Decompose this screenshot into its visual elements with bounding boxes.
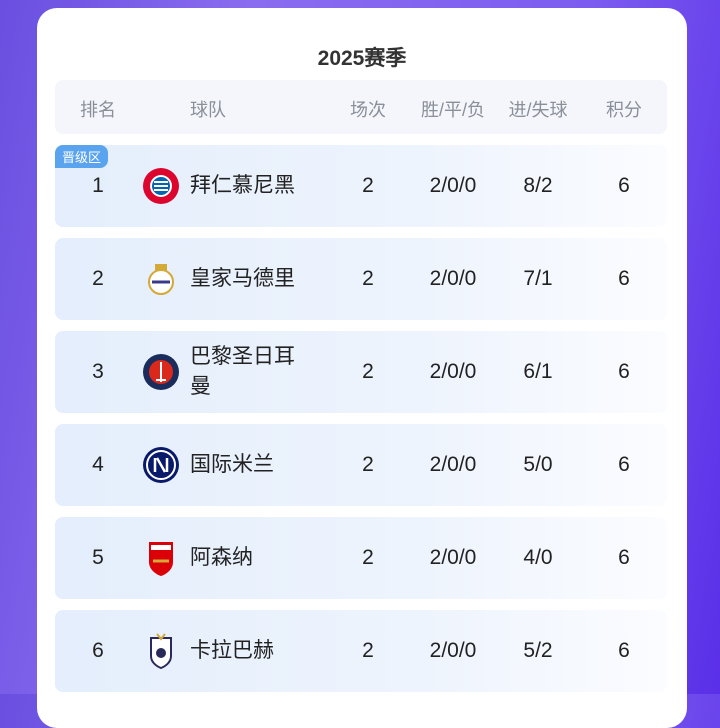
header-points: 积分 <box>606 100 642 120</box>
played: 2 <box>362 453 374 476</box>
win-draw-loss: 2/0/0 <box>429 360 477 383</box>
rank: 6 <box>92 639 104 662</box>
team-name[interactable]: 拜仁慕尼黑 <box>190 174 295 197</box>
goals: 4/0 <box>523 546 553 569</box>
goals: 5/0 <box>523 453 553 476</box>
table-row[interactable]: 晋级区 1 拜仁慕尼黑 2 2/0/0 8/2 6 <box>55 145 667 227</box>
team-name[interactable]: 阿森纳 <box>190 546 253 569</box>
bayern-logo-icon <box>143 168 179 204</box>
goals: 6/1 <box>523 360 553 383</box>
team-name[interactable]: 国际米兰 <box>190 453 274 476</box>
points: 6 <box>618 639 630 662</box>
win-draw-loss: 2/0/0 <box>429 174 477 197</box>
header-rank: 排名 <box>80 100 116 120</box>
table-header: 排名 球队 场次 胜/平/负 进/失球 积分 <box>55 80 667 134</box>
played: 2 <box>362 639 374 662</box>
inter-logo-icon <box>143 447 179 483</box>
goals: 7/1 <box>523 267 553 290</box>
points: 6 <box>618 360 630 383</box>
points: 6 <box>618 546 630 569</box>
psg-logo-icon <box>143 354 179 390</box>
qarabag-logo-icon <box>150 633 172 670</box>
points: 6 <box>618 267 630 290</box>
header-team: 球队 <box>190 100 226 120</box>
header-wdl: 胜/平/负 <box>420 100 486 120</box>
points: 6 <box>618 453 630 476</box>
win-draw-loss: 2/0/0 <box>429 453 477 476</box>
header-played: 场次 <box>350 100 386 120</box>
table-row[interactable]: 3 巴黎圣日耳曼 2 2/0/0 6/1 6 <box>55 331 667 413</box>
season-title: 2025赛季 <box>317 47 407 70</box>
rank: 1 <box>92 174 104 197</box>
win-draw-loss: 2/0/0 <box>429 267 477 290</box>
played: 2 <box>362 546 374 569</box>
table-row[interactable]: 6 卡拉巴赫 2 2/0/0 5/2 6 <box>55 610 667 692</box>
real-madrid-logo-icon <box>148 264 174 295</box>
points: 6 <box>618 174 630 197</box>
rank: 3 <box>92 360 104 383</box>
played: 2 <box>362 267 374 290</box>
rank: 2 <box>92 267 104 290</box>
table-row[interactable]: 2 皇家马德里 2 2/0/0 7/1 6 <box>55 238 667 320</box>
played: 2 <box>362 174 374 197</box>
goals: 5/2 <box>523 639 553 662</box>
table-row[interactable]: 4 国际米兰 2 2/0/0 5/0 6 <box>55 424 667 506</box>
goals: 8/2 <box>523 174 553 197</box>
rank: 5 <box>92 546 104 569</box>
win-draw-loss: 2/0/0 <box>429 546 477 569</box>
team-name[interactable]: 皇家马德里 <box>190 267 295 290</box>
standings-card: 2025赛季 排名 球队 场次 胜/平/负 进/失球 积分 晋级区 1 拜仁慕尼黑 2… <box>37 8 687 728</box>
header-goals: 进/失球 <box>508 100 568 120</box>
table-row[interactable]: 5 阿森纳 2 2/0/0 4/0 6 <box>55 517 667 599</box>
team-name[interactable]: 卡拉巴赫 <box>190 639 274 662</box>
played: 2 <box>362 360 374 383</box>
rank: 4 <box>92 453 104 476</box>
team-name[interactable]: 巴黎圣日耳曼 <box>190 345 295 398</box>
win-draw-loss: 2/0/0 <box>429 639 477 662</box>
arsenal-logo-icon <box>149 542 173 576</box>
promotion-badge: 晋级区 <box>55 145 109 168</box>
